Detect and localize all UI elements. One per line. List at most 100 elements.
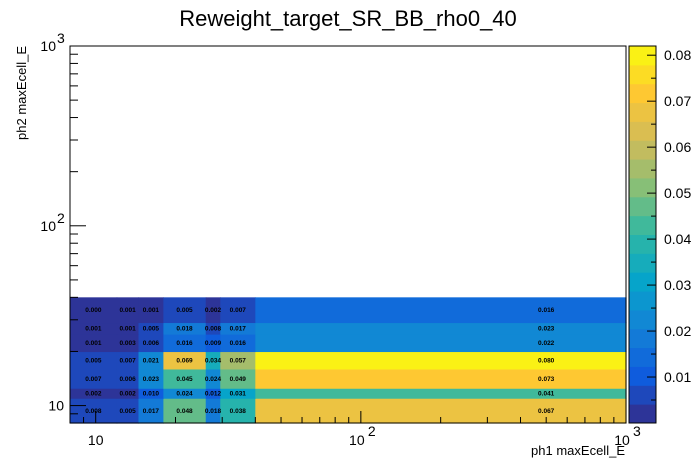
- color-scale-tick-label: 0.05: [664, 185, 691, 201]
- heatmap-cell: [205, 368, 221, 389]
- heatmap-cell: [163, 297, 207, 324]
- cell-value-label: 0.016: [230, 340, 247, 347]
- heatmap-cell: [220, 297, 256, 324]
- cell-value-label: 0.018: [176, 326, 193, 333]
- y-tick-label: 10 2: [40, 210, 65, 234]
- y-tick-label: 10 3: [40, 30, 65, 54]
- color-scale-step: [629, 159, 656, 179]
- cell-value-label: 0.008: [205, 326, 222, 333]
- cell-value-label: 0.005: [143, 326, 160, 333]
- heatmap-cell: [70, 368, 118, 389]
- color-scale-step: [629, 215, 656, 235]
- cell-value-label: 0.001: [85, 340, 102, 347]
- x-tick-base: 10: [614, 432, 630, 448]
- x-tick-exponent: 2: [368, 423, 376, 439]
- heatmap-cell: [205, 388, 221, 399]
- heatmap-cell: [116, 388, 140, 399]
- color-scale-step: [629, 366, 656, 386]
- heatmap-cell: [70, 322, 118, 335]
- cell-value-label: 0.080: [538, 357, 555, 364]
- heatmap-cell: [163, 334, 207, 353]
- cell-value-label: 0.001: [119, 307, 136, 314]
- x-tick-label: 102: [349, 423, 376, 448]
- heatmap-cell: [220, 351, 256, 370]
- heatmap-cells: [70, 297, 627, 424]
- x-tick-label: 103: [614, 423, 641, 448]
- heatmap-cell: [138, 398, 164, 424]
- cell-value-label: 0.016: [176, 340, 193, 347]
- cell-value-label: 0.010: [143, 390, 160, 397]
- cell-value-label: 0.021: [143, 357, 160, 364]
- cell-value-label: 0.005: [85, 357, 102, 364]
- heatmap-cell: [70, 351, 118, 370]
- color-scale-step: [629, 291, 656, 311]
- cell-value-label: 0.003: [119, 340, 136, 347]
- x-tick-label: 10: [88, 432, 104, 448]
- heatmap-cell: [138, 297, 164, 324]
- cell-value-label: 0.073: [538, 376, 555, 383]
- heatmap-cell: [138, 322, 164, 335]
- color-scale-step: [629, 177, 656, 198]
- y-tick-base: 10: [48, 398, 64, 414]
- color-scale-frame: [628, 45, 657, 424]
- cell-value-label: 0.022: [538, 340, 555, 347]
- color-scale-tick-label: 0.03: [664, 277, 691, 293]
- heatmap-cell: [220, 368, 256, 389]
- color-scale-step: [629, 385, 656, 405]
- cell-value-label: 0.002: [205, 307, 222, 314]
- cell-value-label: 0.045: [176, 376, 193, 383]
- color-scale-step: [629, 234, 656, 254]
- chart-title: Reweight_target_SR_BB_rho0_40: [179, 6, 517, 31]
- cell-value-label: 0.006: [143, 340, 160, 347]
- cell-value-label: 0.017: [143, 408, 160, 415]
- heatmap-cell: [116, 368, 140, 389]
- color-scale-step: [629, 196, 656, 217]
- heatmap-cell: [116, 398, 140, 424]
- cell-value-label: 0.069: [176, 357, 193, 364]
- y-tick-base: 10: [40, 38, 56, 54]
- heatmap-cell: [70, 398, 118, 424]
- heatmap-cell: [220, 398, 256, 424]
- color-scale-step: [629, 102, 656, 122]
- color-scale-step: [629, 140, 656, 160]
- heatmap-cell: [220, 334, 256, 353]
- heatmap-cell: [70, 297, 118, 324]
- heatmap-cell: [205, 322, 221, 335]
- heatmap-cell: [205, 398, 221, 424]
- color-scale-step: [629, 328, 656, 349]
- heatmap-cell-labels: 0.008 0.005 0.017 0.048 0.018 0.038 0.067 0.002…: [85, 307, 554, 415]
- heatmap-cell: [70, 334, 118, 353]
- color-scale-step: [629, 83, 656, 104]
- cell-value-label: 0.007: [119, 357, 136, 364]
- heatmap-cell: [116, 351, 140, 370]
- heatmap-cell: [163, 368, 207, 389]
- heatmap-cell: [70, 388, 118, 399]
- cell-value-label: 0.000: [85, 307, 102, 314]
- heatmap-cell: [138, 368, 164, 389]
- heatmap-cell: [255, 388, 627, 399]
- heatmap-cell: [220, 322, 256, 335]
- color-scale-tick-label: 0.02: [664, 323, 691, 339]
- cell-value-label: 0.034: [205, 357, 222, 364]
- cell-value-label: 0.001: [119, 326, 136, 333]
- heatmap-cell: [163, 322, 207, 335]
- x-axis-label: ph1 maxEcell_E: [531, 443, 625, 458]
- cell-value-label: 0.002: [85, 390, 102, 397]
- cell-value-label: 0.001: [85, 326, 102, 333]
- cell-value-label: 0.041: [538, 390, 555, 397]
- heatmap-cell: [138, 351, 164, 370]
- cell-value-label: 0.048: [176, 408, 193, 415]
- heatmap-cell: [205, 334, 221, 353]
- color-scale-tick-label: 0.06: [664, 139, 691, 155]
- heatmap-cell: [205, 297, 221, 324]
- color-scale-step: [629, 347, 656, 367]
- heatmap-cell: [163, 388, 207, 399]
- cell-value-label: 0.007: [85, 376, 102, 383]
- heatmap-cell: [255, 334, 627, 353]
- cell-value-label: 0.067: [538, 408, 555, 415]
- y-tick-exponent: 3: [57, 30, 65, 46]
- heatmap-cell: [255, 368, 627, 389]
- x-tick-base: 10: [88, 432, 104, 448]
- color-scale-step: [629, 309, 656, 330]
